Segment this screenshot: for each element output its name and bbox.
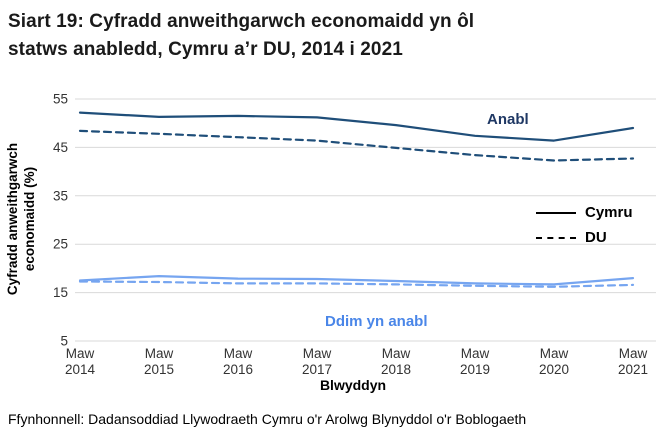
x-axis-title: Blwyddyn bbox=[319, 377, 387, 393]
y-axis-title: Cyfradd anweithgarwch economaidd (%) bbox=[5, 142, 37, 296]
y-tick-label: 45 bbox=[53, 140, 68, 155]
y-tick-label: 35 bbox=[53, 188, 68, 203]
dashed-line-swatch bbox=[536, 236, 576, 239]
x-tick-label: Maw bbox=[619, 346, 648, 361]
x-tick-label: 2018 bbox=[381, 362, 411, 377]
legend: Cymru DU bbox=[536, 200, 633, 250]
x-tick-label: Maw bbox=[303, 346, 332, 361]
legend-label-cymru: Cymru bbox=[585, 204, 633, 221]
x-tick-label: 2015 bbox=[144, 362, 174, 377]
series-line-cymru-ddim-yn-anabl bbox=[78, 275, 635, 286]
x-tick-label: 2014 bbox=[65, 362, 96, 377]
series-label-ddim-yn-anabl: Ddim yn anabl bbox=[325, 313, 428, 330]
y-tick-label: 25 bbox=[53, 237, 68, 252]
x-tick-label: 2016 bbox=[223, 362, 253, 377]
series-line-cymru-anabl bbox=[78, 111, 635, 142]
legend-row-cymru: Cymru bbox=[536, 200, 633, 225]
series-label-anabl: Anabl bbox=[487, 111, 529, 128]
x-tick-label: 2021 bbox=[618, 362, 648, 377]
y-tick-label: 5 bbox=[60, 334, 68, 349]
series-line-du-ddim-yn-anabl bbox=[78, 280, 635, 288]
legend-row-du: DU bbox=[536, 225, 633, 250]
x-tick-label: 2017 bbox=[302, 362, 332, 377]
x-tick-label: Maw bbox=[224, 346, 253, 361]
x-tick-label: Maw bbox=[382, 346, 411, 361]
x-tick-label: Maw bbox=[145, 346, 174, 361]
x-tick-label: 2019 bbox=[460, 362, 490, 377]
x-tick-label: Maw bbox=[66, 346, 95, 361]
y-tick-label: 55 bbox=[53, 92, 68, 107]
x-tick-label: Maw bbox=[540, 346, 569, 361]
chart-title: Siart 19: Cyfradd anweithgarwch economai… bbox=[8, 11, 475, 60]
y-tick-label: 15 bbox=[53, 285, 68, 300]
x-tick-label: 2020 bbox=[539, 362, 569, 377]
solid-line-swatch bbox=[536, 211, 576, 214]
source-note: Ffynhonnell: Dadansoddiad Llywodraeth Cy… bbox=[8, 411, 527, 427]
legend-label-du: DU bbox=[585, 229, 607, 246]
x-tick-label: Maw bbox=[461, 346, 490, 361]
series-line-du-anabl bbox=[78, 129, 635, 162]
